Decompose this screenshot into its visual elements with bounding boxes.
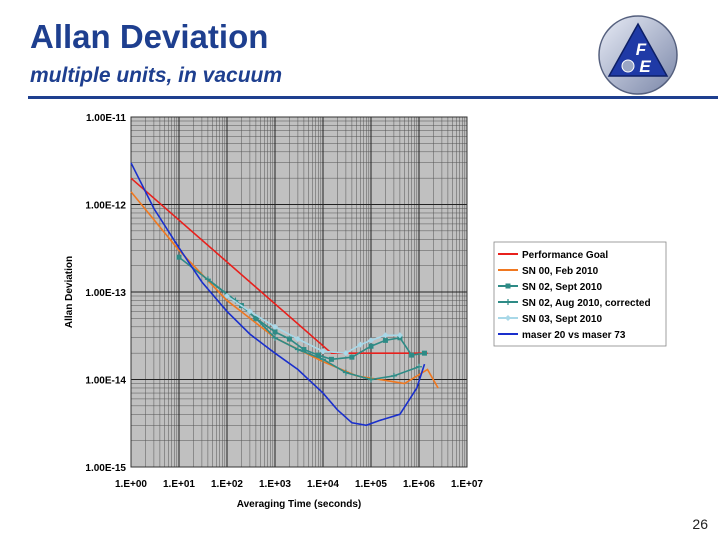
legend-box <box>493 241 667 347</box>
series-point <box>204 276 211 283</box>
series-point <box>368 343 374 349</box>
series-point <box>357 341 364 348</box>
x-tick-label: 1.E+07 <box>451 479 483 490</box>
series-point <box>368 337 374 344</box>
series-point <box>382 337 388 343</box>
series-point <box>416 363 422 370</box>
slide-title: Allan Deviation <box>30 18 269 55</box>
x-tick-label: 1.E+05 <box>355 479 387 490</box>
series-point <box>272 334 278 341</box>
series-point <box>301 347 307 353</box>
series-point <box>224 293 230 300</box>
series-point <box>505 315 511 321</box>
series-point <box>349 354 355 360</box>
series-point <box>342 369 349 376</box>
legend-label: SN 00, Feb 2010 <box>522 266 599 277</box>
series-point <box>252 315 259 322</box>
globe-icon <box>621 59 635 73</box>
legend-label: Performance Goal <box>522 250 608 261</box>
plot-border <box>130 116 468 468</box>
series-point <box>409 352 415 358</box>
x-tick-label: 1.E+06 <box>403 479 435 490</box>
series-point <box>272 323 278 330</box>
title-divider <box>28 96 718 99</box>
series-line <box>130 162 426 427</box>
series-point <box>320 348 326 355</box>
y-tick-label: 1.00E-15 <box>85 463 126 474</box>
series-point <box>368 376 374 383</box>
page-number: 26 <box>692 516 708 532</box>
logo-letter-f: F <box>636 40 647 59</box>
logo-letter-e: E <box>639 57 651 76</box>
series-point <box>421 350 427 356</box>
series-line <box>130 177 428 354</box>
x-tick-label: 1.E+03 <box>259 479 291 490</box>
legend-label: SN 03, Sept 2010 <box>522 314 602 325</box>
y-axis-label: Allan Deviation <box>64 256 75 328</box>
series-point <box>294 346 301 353</box>
series-point <box>382 332 389 339</box>
series-point <box>390 372 397 379</box>
x-axis-label: Averaging Time (seconds) <box>237 499 361 510</box>
series-line <box>226 295 400 355</box>
fe-logo: F E <box>598 15 678 95</box>
series-point <box>328 356 334 362</box>
legend-label: maser 20 vs maser 73 <box>522 330 626 341</box>
x-tick-label: 1.E+01 <box>163 479 195 490</box>
series-point <box>342 350 349 357</box>
series-point <box>396 332 403 339</box>
series-point <box>176 254 182 260</box>
slide-subtitle: multiple units, in vacuum <box>30 64 283 87</box>
series-point <box>315 352 321 358</box>
series-point <box>294 336 301 343</box>
legend-label: SN 02, Aug 2010, corrected <box>522 298 651 309</box>
x-tick-label: 1.E+02 <box>211 479 243 490</box>
series-point <box>320 356 326 363</box>
series-point <box>505 299 511 305</box>
legend-label: SN 02, Sept 2010 <box>522 282 602 293</box>
y-tick-label: 1.00E-12 <box>85 201 126 212</box>
allan-deviation-chart: 1.E+00 1.E+01 1.E+02 1.E+03 1.E+04 1.E+05 1.E+… <box>64 113 667 510</box>
series-point <box>246 308 253 315</box>
series-point <box>286 336 292 342</box>
x-tick-label: 1.E+04 <box>307 479 339 490</box>
y-tick-label: 1.00E-14 <box>85 376 126 387</box>
x-tick-label: 1.E+00 <box>115 479 147 490</box>
y-tick-label: 1.00E-11 <box>86 113 126 124</box>
series-point <box>272 329 278 335</box>
series-point <box>505 283 511 289</box>
y-tick-label: 1.00E-13 <box>85 288 126 299</box>
